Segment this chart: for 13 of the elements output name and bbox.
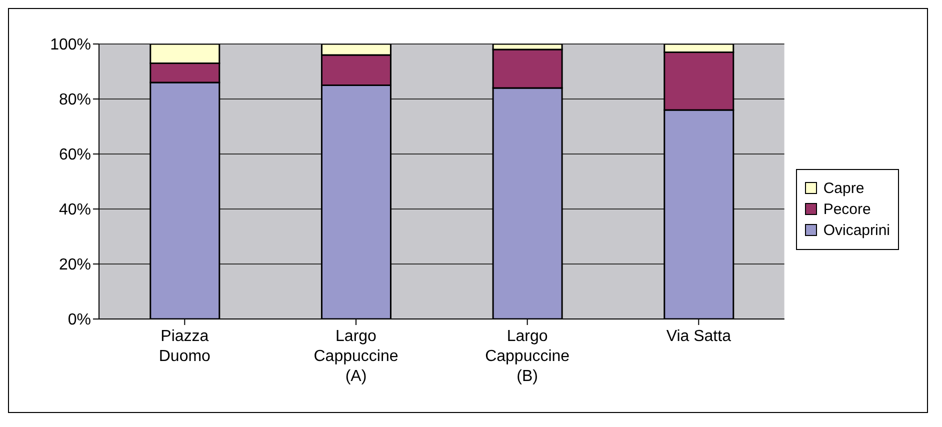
x-tick-label: Piazza Duomo [158,328,211,365]
x-tick-label: Via Satta [666,328,732,345]
x-tick-label: Largo Cappuccine (A) [314,328,398,385]
x-tick-label: Largo Cappuccine (B) [485,328,570,385]
y-tick-label: 20% [58,256,91,274]
legend-label: Ovicaprini [823,222,890,238]
y-tick-label: 40% [58,202,91,219]
y-tick-label: 80% [58,92,91,109]
y-tick-label: 100% [50,36,91,54]
legend-label: Capre [823,180,864,196]
y-tick-label: 60% [58,146,91,164]
legend-label: Pecore [823,200,871,218]
y-tick-label: 0% [68,312,91,329]
